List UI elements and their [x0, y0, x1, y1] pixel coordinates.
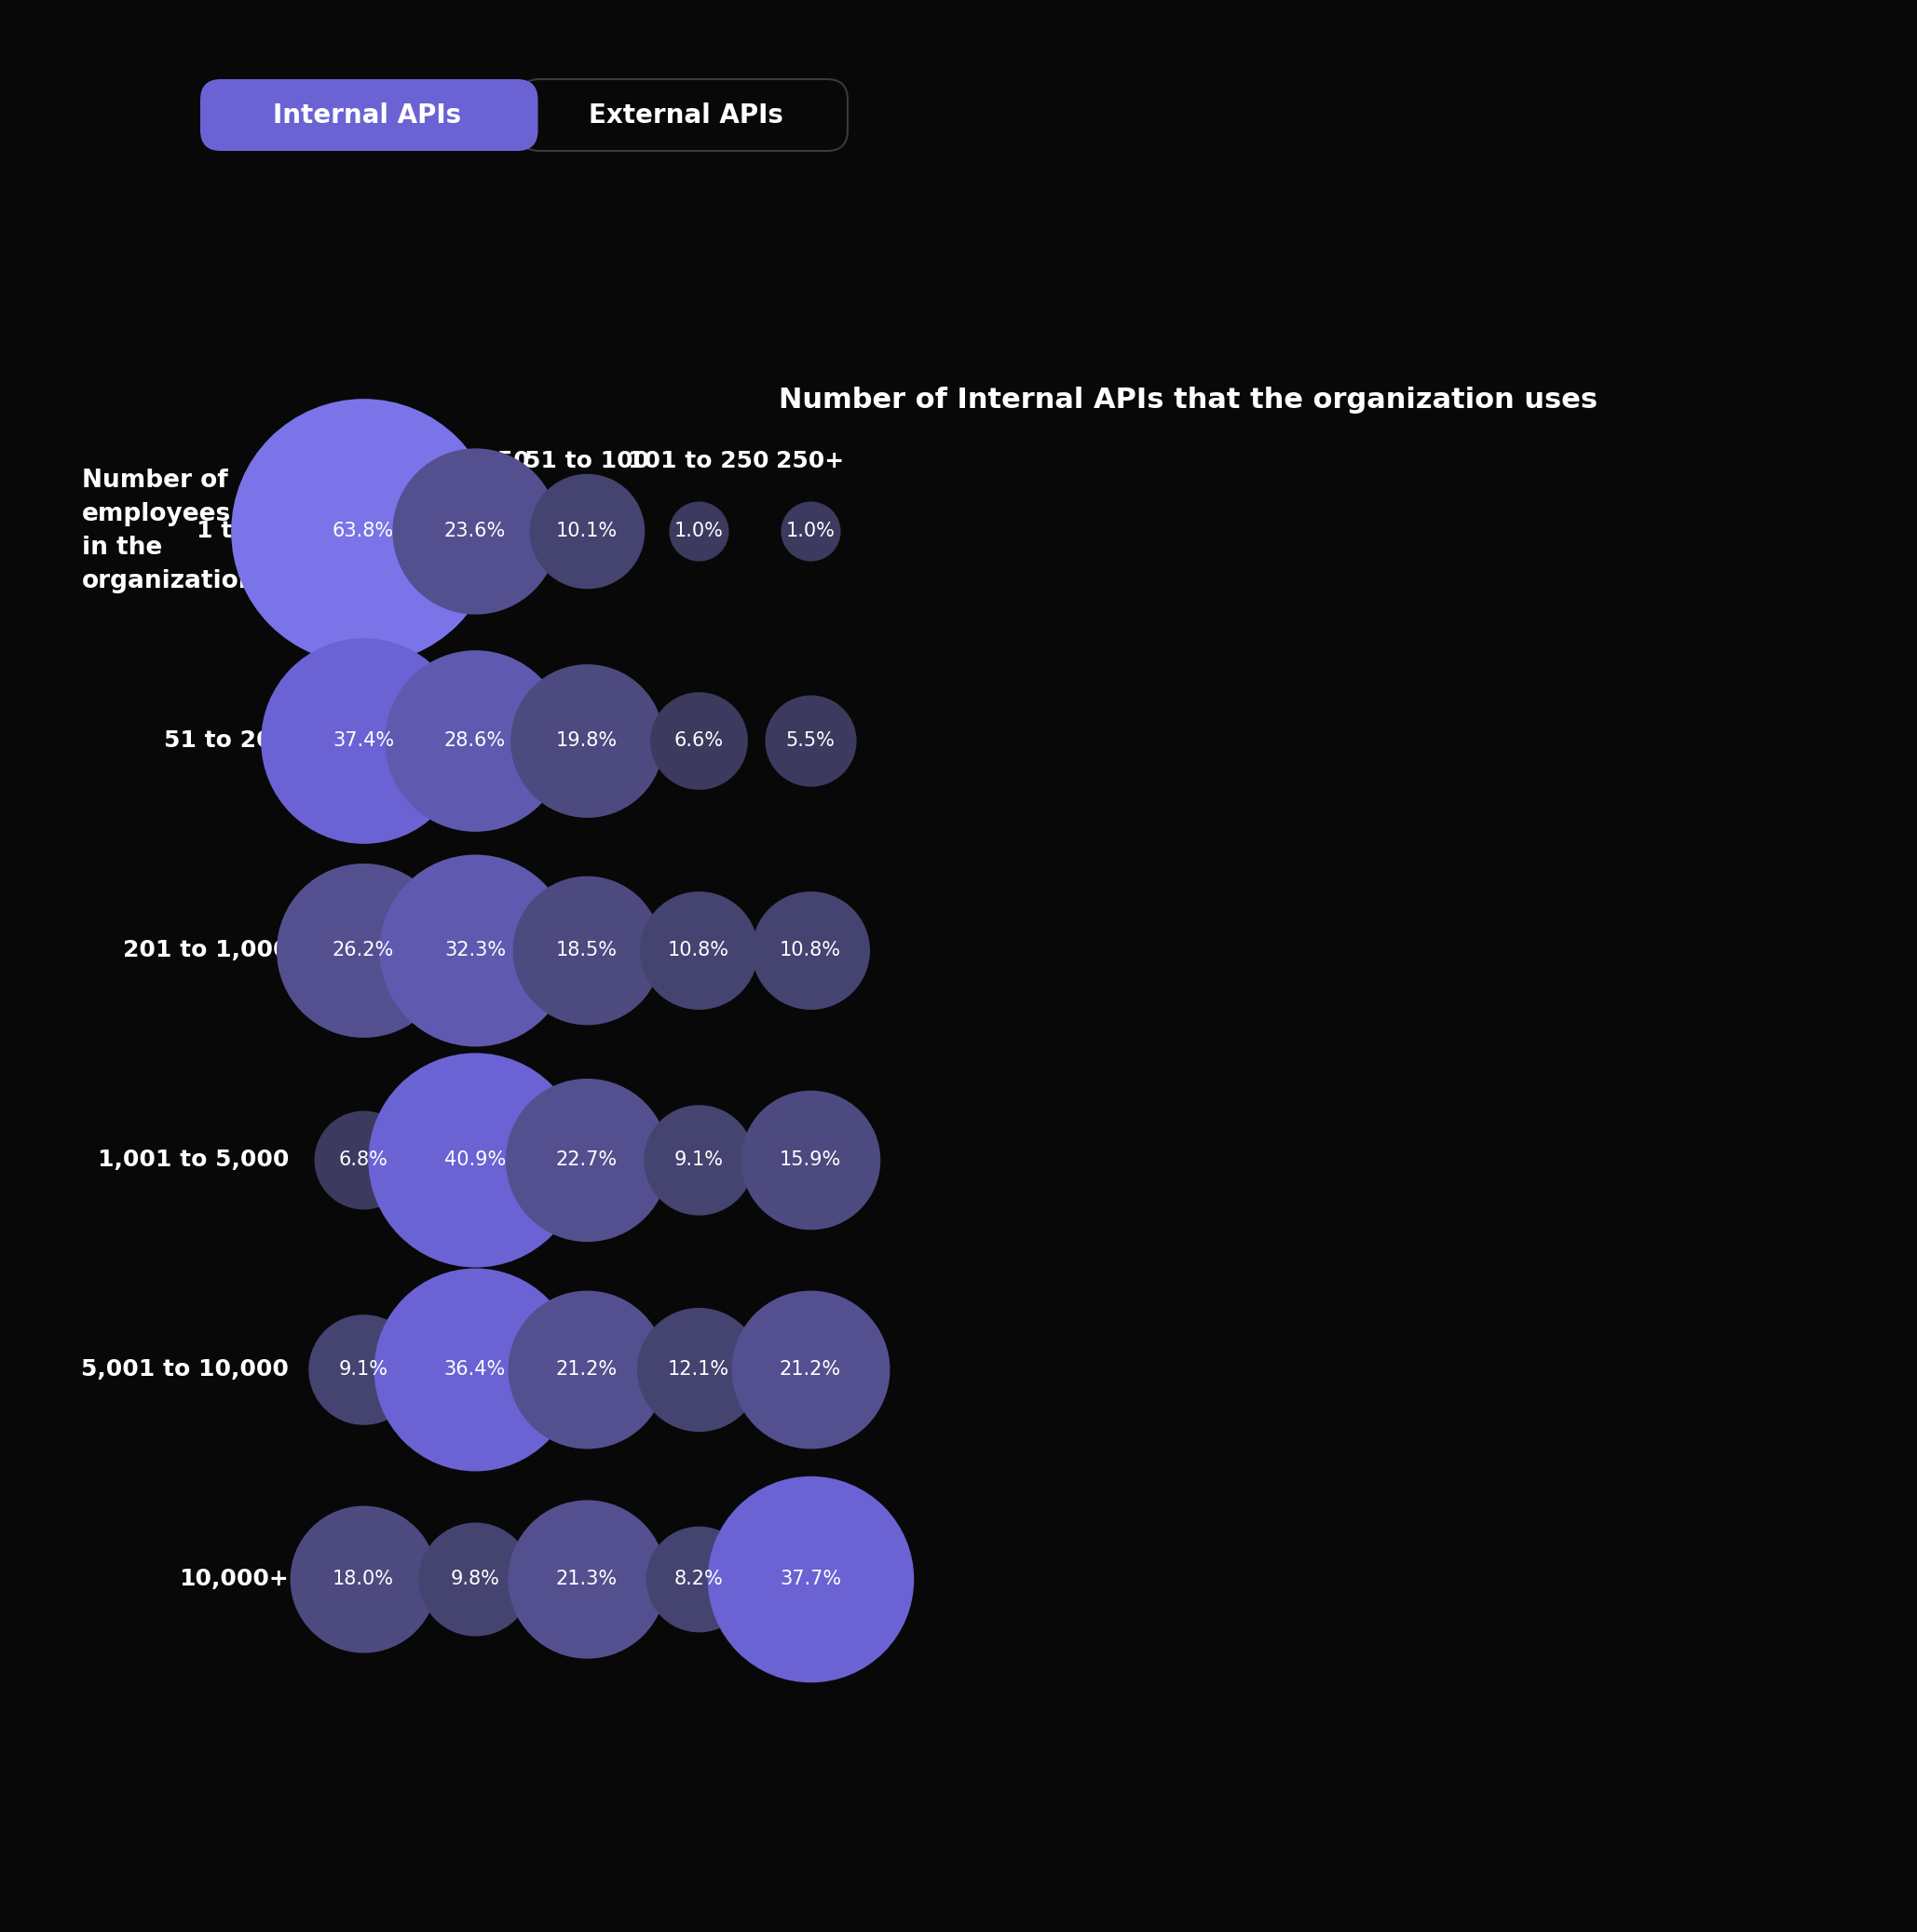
Text: 11 to 50: 11 to 50 — [420, 450, 529, 471]
Text: 1,001 to 5,000: 1,001 to 5,000 — [98, 1150, 289, 1171]
Text: 23.6%: 23.6% — [445, 522, 506, 541]
Text: organization: organization — [82, 570, 257, 593]
Text: 101 to 250: 101 to 250 — [629, 450, 769, 471]
Point — [796, 1563, 826, 1594]
Text: 63.8%: 63.8% — [332, 522, 395, 541]
Point — [682, 1354, 713, 1385]
Text: Number of Internal APIs that the organization uses: Number of Internal APIs that the organiz… — [778, 386, 1599, 413]
Point — [682, 935, 713, 966]
Text: 1.0%: 1.0% — [675, 522, 723, 541]
Text: 18.5%: 18.5% — [556, 941, 617, 960]
Text: Internal APIs: Internal APIs — [272, 102, 460, 128]
Point — [571, 516, 602, 547]
Point — [796, 724, 826, 755]
Point — [796, 935, 826, 966]
Point — [349, 1144, 380, 1175]
Point — [460, 516, 491, 547]
Text: 22.7%: 22.7% — [556, 1150, 617, 1169]
Point — [796, 1144, 826, 1175]
Text: 8.2%: 8.2% — [675, 1569, 723, 1588]
FancyBboxPatch shape — [520, 79, 847, 151]
Text: Number of: Number of — [82, 469, 228, 493]
Point — [349, 724, 380, 755]
Text: 6.8%: 6.8% — [339, 1150, 387, 1169]
Text: 21.3%: 21.3% — [556, 1569, 617, 1588]
Text: 10,000+: 10,000+ — [178, 1567, 289, 1590]
FancyBboxPatch shape — [199, 79, 539, 151]
Text: 37.7%: 37.7% — [780, 1569, 842, 1588]
Text: 9.1%: 9.1% — [675, 1150, 723, 1169]
Text: 19.8%: 19.8% — [556, 730, 617, 750]
Text: employees: employees — [82, 502, 232, 526]
Text: 250+: 250+ — [776, 450, 845, 471]
Point — [349, 935, 380, 966]
Text: 201 to 1,000: 201 to 1,000 — [123, 939, 289, 962]
Point — [571, 1354, 602, 1385]
Point — [682, 516, 713, 547]
Point — [349, 1354, 380, 1385]
Text: 0 to 10: 0 to 10 — [316, 450, 410, 471]
Point — [682, 1144, 713, 1175]
Text: 21.2%: 21.2% — [556, 1360, 617, 1379]
Point — [682, 1563, 713, 1594]
Point — [460, 724, 491, 755]
Text: 6.6%: 6.6% — [675, 730, 723, 750]
Text: 12.1%: 12.1% — [667, 1360, 728, 1379]
Text: 18.0%: 18.0% — [332, 1569, 395, 1588]
Text: in the: in the — [82, 535, 163, 560]
Text: 15.9%: 15.9% — [780, 1150, 842, 1169]
Point — [682, 724, 713, 755]
Point — [460, 935, 491, 966]
Point — [460, 1354, 491, 1385]
Text: 37.4%: 37.4% — [332, 730, 395, 750]
Text: 10.8%: 10.8% — [780, 941, 842, 960]
Point — [571, 1563, 602, 1594]
Text: 51 to 200: 51 to 200 — [165, 730, 289, 752]
Text: 32.3%: 32.3% — [445, 941, 506, 960]
Text: 10.1%: 10.1% — [556, 522, 617, 541]
Text: 10.8%: 10.8% — [667, 941, 728, 960]
Point — [349, 1563, 380, 1594]
Text: 5.5%: 5.5% — [786, 730, 836, 750]
Text: 1 to 50: 1 to 50 — [196, 520, 289, 543]
Text: 51 to 100: 51 to 100 — [525, 450, 650, 471]
Point — [571, 1144, 602, 1175]
Text: 26.2%: 26.2% — [332, 941, 395, 960]
Point — [796, 1354, 826, 1385]
Text: 21.2%: 21.2% — [780, 1360, 842, 1379]
Text: External APIs: External APIs — [589, 102, 782, 128]
Text: 5,001 to 10,000: 5,001 to 10,000 — [81, 1358, 289, 1381]
Point — [571, 935, 602, 966]
Point — [460, 1144, 491, 1175]
Text: 1.0%: 1.0% — [786, 522, 836, 541]
Text: 9.1%: 9.1% — [339, 1360, 387, 1379]
Text: 9.8%: 9.8% — [450, 1569, 500, 1588]
Text: 40.9%: 40.9% — [445, 1150, 506, 1169]
Text: 36.4%: 36.4% — [445, 1360, 506, 1379]
Point — [571, 724, 602, 755]
Point — [460, 1563, 491, 1594]
Point — [796, 516, 826, 547]
Text: 28.6%: 28.6% — [445, 730, 506, 750]
Point — [349, 516, 380, 547]
